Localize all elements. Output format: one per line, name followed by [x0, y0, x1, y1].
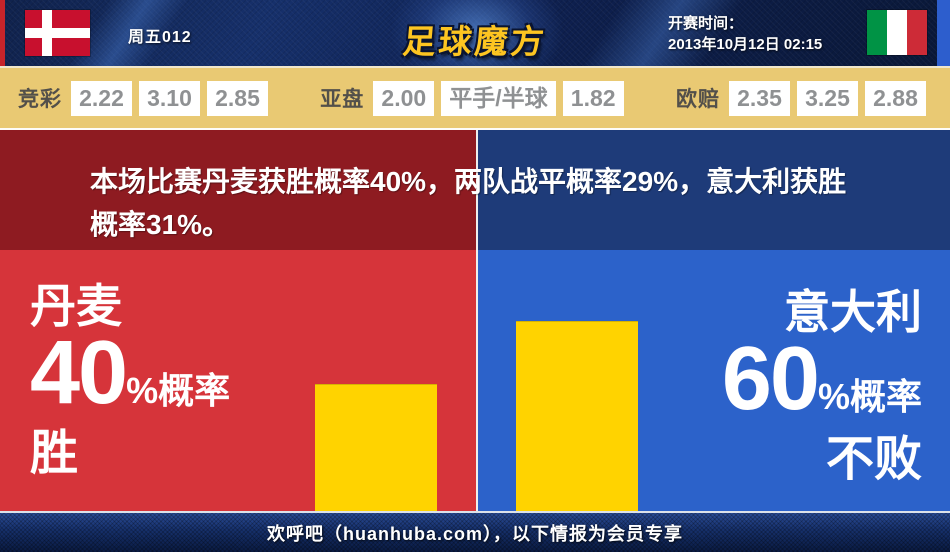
home-prob-unit: %概率: [126, 370, 231, 411]
away-prob-number: 60: [721, 329, 820, 429]
away-team-panel: [478, 130, 950, 511]
away-dark-band: [478, 130, 950, 250]
odds-value-box: 3.10: [139, 80, 200, 116]
footer-bar: 欢呼吧（huanhuba.com），以下情报为会员专享: [0, 511, 950, 552]
header-left-red-edge: [0, 0, 5, 66]
odds-value-box: 2.35: [728, 80, 790, 116]
home-prob-number: 40: [30, 323, 128, 423]
home-team-name: 丹麦: [30, 280, 122, 332]
odds-value-box: 3.25: [796, 80, 858, 116]
kickoff-label: 开赛时间：: [668, 15, 744, 32]
odds-group-jingcai: 竞彩 2.22 3.10 2.85: [18, 80, 268, 116]
denmark-flag-icon: [25, 10, 90, 56]
match-code-label: 周五012: [128, 29, 192, 46]
away-prob-bar: [516, 321, 638, 511]
odds-value-box: 2.00: [373, 80, 435, 116]
header: 周五012 足球魔方 开赛时间： 2013年10月12日 02:15: [0, 0, 950, 66]
odds-group-yapan: 亚盘 2.00 平手/半球 1.82: [320, 80, 624, 116]
kickoff-datetime: 2013年10月12日 02:15: [668, 36, 823, 53]
probability-comparison-panel: 本场比赛丹麦获胜概率40%，两队战平概率29%，意大利获胜概率31%。 丹麦 4…: [0, 130, 950, 511]
odds-value-box: 2.88: [864, 80, 926, 116]
odds-value-box: 1.82: [562, 80, 624, 116]
away-prob-line: 60%概率: [722, 334, 922, 424]
logo-glow: [392, 0, 562, 66]
odds-group-oupei: 欧赔 2.35 3.25 2.88: [675, 80, 926, 116]
odds-bar: 竞彩 2.22 3.10 2.85 亚盘 2.00 平手/半球 1.82 欧赔 …: [0, 66, 950, 130]
italy-flag-icon: [867, 10, 927, 55]
away-team-block: 意大利 60%概率 不败: [722, 288, 922, 486]
match-summary-text: 本场比赛丹麦获胜概率40%，两队战平概率29%，意大利获胜概率31%。: [90, 166, 847, 240]
away-team-name: 意大利: [784, 286, 922, 338]
footer-site-link[interactable]: 欢呼吧（huanhuba.com），以下情报为会员专享: [266, 523, 683, 544]
panel-divider: [476, 130, 478, 511]
home-prob-line: 40%概率: [30, 328, 231, 418]
odds-label-jingcai: 竞彩: [18, 88, 62, 111]
away-outcome-label: 不败: [825, 433, 922, 486]
home-team-block: 丹麦 40%概率 胜: [30, 282, 230, 480]
odds-handicap-box: 平手/半球: [441, 80, 556, 116]
kickoff-time-block: 开赛时间： 2013年10月12日 02:15: [668, 13, 822, 55]
home-prob-bar: [315, 384, 437, 511]
header-right-blue-edge: [937, 0, 950, 66]
odds-label-yapan: 亚盘: [320, 88, 365, 111]
odds-label-oupei: 欧赔: [675, 88, 720, 111]
odds-value-box: 2.85: [207, 80, 268, 116]
odds-value-box: 2.22: [71, 80, 132, 116]
home-dark-band: [0, 130, 476, 250]
flag-cross-horizontal: [25, 28, 90, 38]
away-prob-unit: %概率: [817, 376, 922, 417]
home-outcome-label: 胜: [30, 427, 79, 480]
